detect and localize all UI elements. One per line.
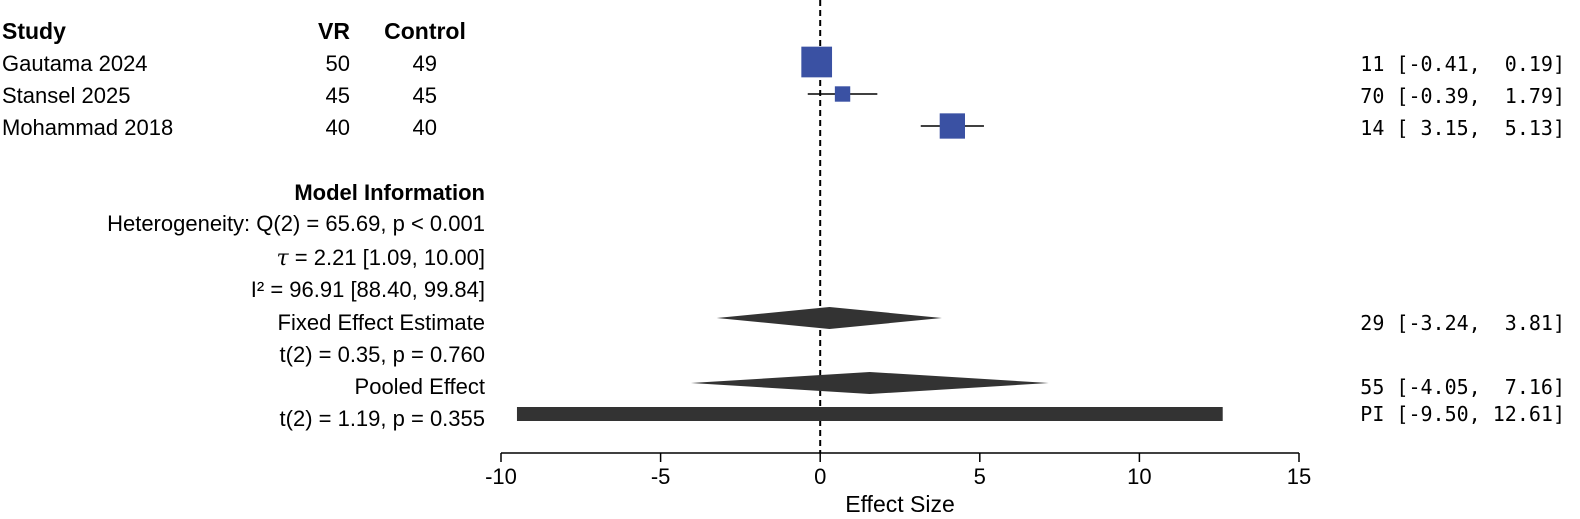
header-vr: VR bbox=[318, 18, 350, 44]
x-tick-label-3: 0 bbox=[814, 464, 826, 489]
prediction-interval-bar bbox=[516, 407, 1223, 421]
study-name-3: Mohammad 2018 bbox=[2, 115, 173, 140]
plot-marks bbox=[516, 0, 1223, 453]
study-vr-2: 45 bbox=[326, 83, 350, 108]
study-square-1 bbox=[801, 46, 833, 78]
study-name-1: Gautama 2024 bbox=[2, 51, 148, 76]
x-tick-label-1: -10 bbox=[485, 464, 517, 489]
x-tick-label-6: 15 bbox=[1287, 464, 1311, 489]
i2-text: I² = 96.91 [88.40, 99.84] bbox=[251, 277, 485, 302]
tau-value: = 2.21 [1.09, 10.00] bbox=[289, 245, 485, 270]
study-square-2 bbox=[834, 86, 851, 102]
x-axis: -10 -5 0 5 10 15 bbox=[485, 452, 1311, 489]
pooled-test: t(2) = 1.19, p = 0.355 bbox=[280, 406, 485, 431]
x-tick-label-4: 5 bbox=[974, 464, 986, 489]
x-tick-label-2: -5 bbox=[651, 464, 671, 489]
x-tick-label-5: 10 bbox=[1127, 464, 1151, 489]
ci-text-3: 14 [ 3.15, 5.13] bbox=[1360, 116, 1565, 140]
study-control-3: 40 bbox=[413, 115, 437, 140]
study-control-1: 49 bbox=[413, 51, 437, 76]
ci-text-pi: PI [-9.50, 12.61] bbox=[1360, 402, 1565, 426]
study-name-2: Stansel 2025 bbox=[2, 83, 130, 108]
pooled-effect-diamond bbox=[690, 372, 1049, 394]
header-control: Control bbox=[384, 18, 466, 44]
study-control-2: 45 bbox=[413, 83, 437, 108]
fixed-effect-diamond bbox=[716, 307, 942, 329]
fixed-test: t(2) = 0.35, p = 0.760 bbox=[280, 342, 485, 367]
tau-text: τ = 2.21 [1.09, 10.00] bbox=[277, 245, 486, 271]
ci-text-pooled: 55 [-4.05, 7.16] bbox=[1360, 375, 1565, 399]
x-axis-label: Effect Size bbox=[845, 491, 955, 517]
pooled-label: Pooled Effect bbox=[355, 374, 485, 399]
study-vr-3: 40 bbox=[326, 115, 350, 140]
fixed-label: Fixed Effect Estimate bbox=[278, 310, 485, 335]
header-study: Study bbox=[2, 18, 66, 44]
study-square-3 bbox=[939, 113, 965, 139]
ci-text-1: 11 [-0.41, 0.19] bbox=[1360, 52, 1565, 76]
tau-symbol: τ bbox=[277, 246, 290, 271]
ci-text-2: 70 [-0.39, 1.79] bbox=[1360, 84, 1565, 108]
ci-text-fixed: 29 [-3.24, 3.81] bbox=[1360, 311, 1565, 335]
model-info-title: Model Information bbox=[294, 180, 485, 205]
study-vr-1: 50 bbox=[326, 51, 350, 76]
heterogeneity-text: Heterogeneity: Q(2) = 65.69, p < 0.001 bbox=[107, 211, 485, 236]
